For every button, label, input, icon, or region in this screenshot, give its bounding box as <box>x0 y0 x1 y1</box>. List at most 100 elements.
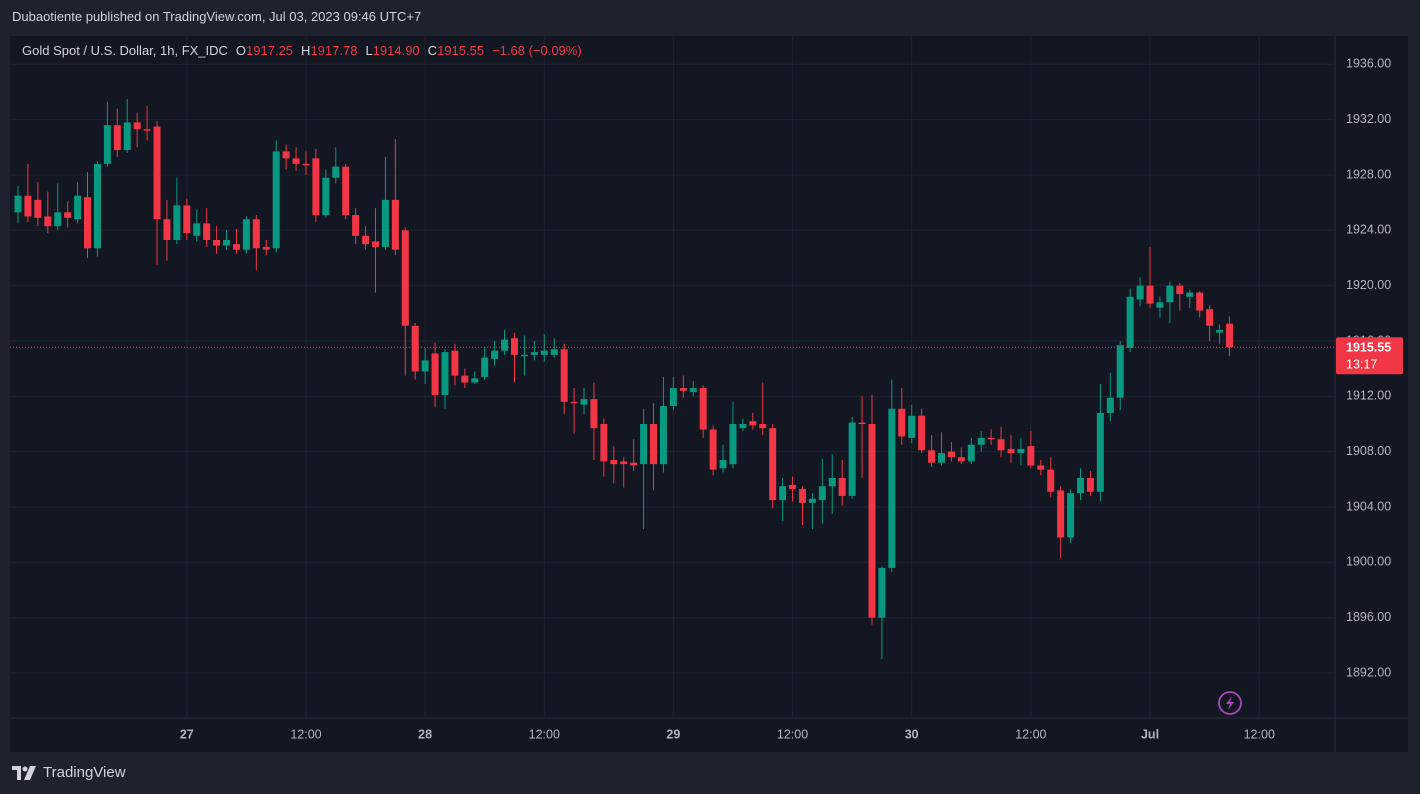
candle-body <box>1077 477 1085 494</box>
candle-body <box>242 219 250 250</box>
candle-body <box>570 401 578 404</box>
candle-body <box>848 422 856 496</box>
candle-body <box>550 349 558 355</box>
y-tick-label: 1920.00 <box>1346 278 1391 292</box>
x-tick-label: 12:00 <box>1244 727 1275 741</box>
candle-body <box>1176 285 1184 294</box>
candle-body <box>957 457 965 462</box>
candle-body <box>908 415 916 438</box>
candle-body <box>1017 448 1025 454</box>
candle-body <box>739 424 747 429</box>
low-value: 1914.90 <box>372 43 420 58</box>
candle-body <box>620 461 628 465</box>
candle-body <box>699 388 707 430</box>
x-tick-label: 12:00 <box>1015 727 1046 741</box>
candle-body <box>580 399 588 405</box>
last-price-label: 1915.55 <box>1346 341 1391 355</box>
candle-body <box>342 166 350 216</box>
candle-body <box>501 339 509 351</box>
candle-body <box>898 408 906 437</box>
candle-body <box>431 353 439 395</box>
candle-body <box>640 424 648 465</box>
candle-body <box>203 223 211 240</box>
candle-body <box>461 375 469 383</box>
candle-body <box>1136 285 1144 300</box>
candle-body <box>183 205 191 234</box>
candle-body <box>1067 493 1075 538</box>
candle-body <box>332 166 340 178</box>
candle-body <box>34 199 42 218</box>
candle-body <box>600 424 608 462</box>
candle-body <box>1186 292 1194 297</box>
candle-body <box>1156 302 1164 308</box>
high-value: 1917.78 <box>310 43 358 58</box>
candle-body <box>729 424 737 465</box>
candle-body <box>719 459 727 469</box>
candle-body <box>967 444 975 462</box>
legend: Gold Spot / U.S. Dollar, 1h, FX_IDC O1917… <box>22 43 582 58</box>
candle-body <box>471 378 479 383</box>
x-tick-label: 12:00 <box>290 727 321 741</box>
candle-body <box>818 486 826 501</box>
candle-body <box>133 122 141 130</box>
candle-body <box>153 126 161 220</box>
open-value: 1917.25 <box>246 43 294 58</box>
candle-body <box>769 428 777 501</box>
candle-body <box>84 197 92 249</box>
candle-body <box>1086 477 1094 492</box>
footer[interactable]: TradingView <box>12 764 126 781</box>
candle-body <box>1116 345 1124 398</box>
candle-body <box>947 451 955 458</box>
candles <box>14 98 1233 660</box>
candle-body <box>262 246 270 250</box>
candle-body <box>302 163 310 166</box>
x-tick-label: 12:00 <box>777 727 808 741</box>
candle-body <box>481 357 489 377</box>
candle-body <box>669 388 677 407</box>
candle-body <box>44 216 52 227</box>
y-tick-label: 1900.00 <box>1346 555 1391 569</box>
candle-body <box>292 158 300 164</box>
y-tick-label: 1936.00 <box>1346 57 1391 71</box>
x-tick-label: 28 <box>418 727 432 741</box>
x-tick-label: 30 <box>905 727 919 741</box>
candle-body <box>1206 309 1214 326</box>
candle-body <box>1216 329 1224 333</box>
candle-body <box>1146 285 1154 304</box>
candle-body <box>808 498 816 503</box>
lightning-icon[interactable] <box>1218 691 1242 715</box>
x-tick-label: 29 <box>666 727 680 741</box>
candle-body <box>213 239 221 246</box>
chart-panel <box>10 36 1408 752</box>
candle-body <box>828 477 836 487</box>
candle-body <box>1166 285 1174 303</box>
close-value: 1915.55 <box>437 43 485 58</box>
candle-body <box>709 429 717 470</box>
candle-body <box>838 477 846 496</box>
candle-body <box>630 462 638 466</box>
candle-body <box>590 399 598 429</box>
x-tick-label: 27 <box>180 727 194 741</box>
y-tick-label: 1932.00 <box>1346 112 1391 126</box>
candle-body <box>759 424 767 429</box>
lightning-bolt <box>1226 696 1234 710</box>
candle-body <box>64 212 72 218</box>
candle-body <box>421 360 429 372</box>
candle-body <box>610 459 618 465</box>
candle-body <box>1057 490 1065 538</box>
last-price-box <box>1336 337 1403 375</box>
y-tick-label: 1892.00 <box>1346 665 1391 679</box>
candle-body <box>878 567 886 618</box>
candle-body <box>888 408 896 568</box>
candle-body <box>928 450 936 463</box>
candle-body <box>232 244 240 250</box>
brand: TradingView <box>43 764 126 781</box>
candle-body <box>1007 448 1015 454</box>
close-key: C <box>427 43 438 58</box>
candle-body <box>371 241 379 247</box>
candle-body <box>1047 469 1055 492</box>
candle-body <box>352 215 360 236</box>
candle-body <box>272 151 280 249</box>
candle-body <box>789 484 797 490</box>
x-tick-label: Jul <box>1141 727 1159 741</box>
